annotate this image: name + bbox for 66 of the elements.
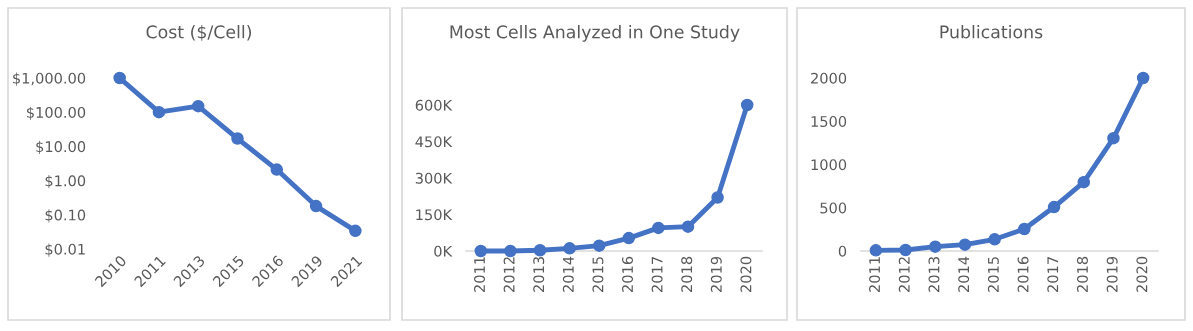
point [504, 244, 517, 258]
y-tick-label: 1000 [811, 159, 847, 171]
y-tick-label: 300K [415, 172, 453, 184]
point [740, 98, 754, 112]
point [113, 71, 126, 85]
point [533, 244, 547, 257]
x-tick-label: 2015 [592, 257, 604, 292]
x-tick-label: 2017 [651, 257, 663, 292]
point [270, 163, 284, 176]
y-tick-label: 1500 [811, 115, 847, 127]
x-tick-label: 2014 [562, 256, 574, 292]
chart-title: Most Cells Analyzed in One Study [450, 25, 740, 42]
x-tick-label: 2020 [1136, 256, 1148, 292]
y-tick-label: 600K [415, 99, 453, 111]
point [711, 191, 724, 204]
chart-title: Publications [940, 25, 1043, 39]
y-tick-label: $1,000.00 [13, 72, 86, 86]
x-tick-label: 2019 [710, 256, 722, 292]
x-tick-label: 2017 [1047, 257, 1059, 292]
point [1018, 222, 1031, 236]
y-tick-label: 0K [434, 245, 453, 257]
chart-title: Cost ($/Cell) [146, 25, 252, 41]
point [622, 231, 636, 245]
y-tick-label: 0 [838, 245, 847, 257]
x-tick-label: 2019 [1106, 256, 1118, 292]
point [988, 233, 1001, 246]
point [592, 239, 606, 252]
point [1107, 131, 1120, 145]
x-tick-label: 2018 [681, 256, 693, 292]
x-tick-label: 2012 [898, 257, 910, 292]
point [958, 238, 972, 251]
y-tick-label: $1.00 [45, 175, 86, 189]
point [309, 199, 323, 213]
x-tick-label: 2016 [1017, 256, 1029, 292]
y-tick-label: $0.10 [45, 209, 86, 223]
point [652, 221, 665, 235]
y-tick-label: $100.00 [27, 106, 86, 120]
x-tick-label: 2013 [928, 257, 940, 292]
point [1077, 175, 1091, 189]
x-tick-label: 2018 [1076, 256, 1088, 292]
y-tick-label: $10.00 [36, 140, 86, 155]
point [152, 105, 166, 119]
x-tick-label: 2012 [503, 257, 515, 292]
y-tick-label: $0.01 [45, 243, 85, 257]
point [928, 240, 942, 253]
point [681, 220, 695, 233]
x-tick-label: 2020 [740, 256, 752, 292]
x-tick-label: 2013 [533, 257, 545, 292]
x-tick-label: 2011 [474, 257, 486, 292]
y-tick-label: 500 [820, 202, 847, 214]
x-tick-label: 2015 [987, 257, 999, 292]
point [349, 224, 362, 238]
point [1047, 200, 1061, 214]
point [191, 99, 205, 113]
point [474, 244, 488, 258]
point [899, 243, 912, 257]
point [231, 132, 244, 145]
x-tick-label: 2014 [958, 256, 970, 292]
x-tick-label: 2016 [622, 256, 634, 292]
y-tick-label: 150K [416, 209, 453, 221]
x-tick-label: 2011 [869, 257, 881, 292]
point [563, 242, 576, 255]
y-tick-label: 450K [415, 136, 453, 148]
point [1136, 71, 1150, 85]
y-tick-label: 2000 [811, 72, 847, 84]
point [869, 244, 883, 257]
